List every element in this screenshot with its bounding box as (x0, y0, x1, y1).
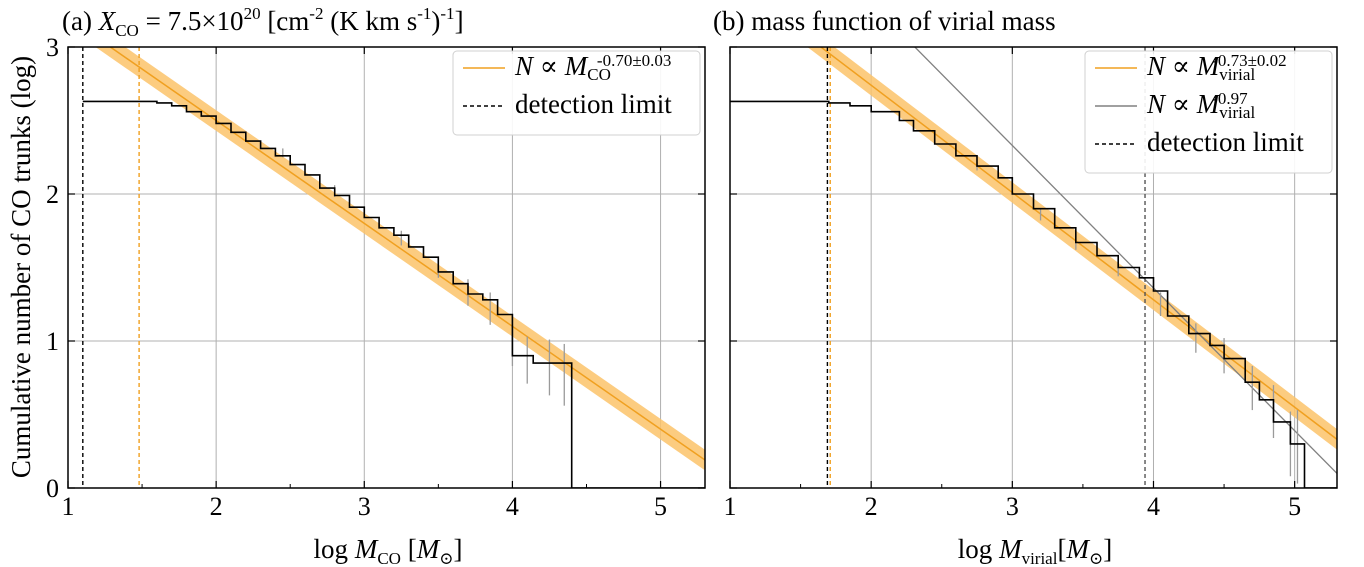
steep-power-law-line (913, 47, 1337, 474)
y-axis-label: Cumulative number of CO trunks (log) (6, 56, 36, 478)
legend-label-fit: N ∝ Mvirial-0.73±0.02 (1146, 51, 1287, 84)
cumulative-step-line (82, 100, 705, 488)
x-tick-label: 2 (865, 492, 878, 521)
legend-label-fit: N ∝ MCO-0.70±0.03 (514, 51, 671, 84)
panel-b-x-axis-label: log Mvirial[M⊙] (958, 534, 1112, 567)
y-tick-label: 2 (46, 180, 59, 209)
panel-b-title: (b) mass function of virial mass (713, 6, 1056, 36)
axes-frame (67, 46, 706, 489)
x-tick-label: 1 (724, 492, 737, 521)
axes-frame (729, 46, 1338, 489)
legend-box (452, 50, 701, 136)
fit-uncertainty-band (807, 47, 1337, 450)
x-tick-label: 1 (62, 492, 75, 521)
y-tick-label: 3 (46, 33, 59, 62)
plot-area (82, 47, 705, 488)
x-tick-label: 5 (1288, 492, 1301, 521)
legend-label-detection: detection limit (1147, 127, 1304, 157)
cumulative-step-line (730, 100, 1337, 488)
legend-box (1084, 50, 1333, 174)
panel-b-plot: 1 2 3 4 5 N ∝ Mvirial-0.73±0.02 N ∝ Mvirial-0.… (724, 46, 1338, 521)
x-tick-label: 3 (358, 492, 371, 521)
legend-label-steep: N ∝ Mvirial-0.97 (1146, 89, 1255, 122)
x-tick-label: 4 (506, 492, 519, 521)
x-tick-label: 3 (1006, 492, 1019, 521)
legend-label-detection: detection limit (515, 89, 672, 119)
x-tick-label: 5 (654, 492, 667, 521)
x-tick-label: 4 (1147, 492, 1160, 521)
fit-uncertainty-band (95, 47, 705, 471)
panel-a-x-axis-label: log MCO [M⊙] (314, 534, 463, 567)
x-tick-label: 2 (210, 492, 223, 521)
fit-line (109, 47, 705, 461)
y-tick-label: 1 (46, 327, 59, 356)
panel-a-title: (a) XCO = 7.5×1020 [cm-2 (K km s-1)-1] (62, 4, 464, 40)
y-tick-label: 0 (46, 474, 59, 503)
